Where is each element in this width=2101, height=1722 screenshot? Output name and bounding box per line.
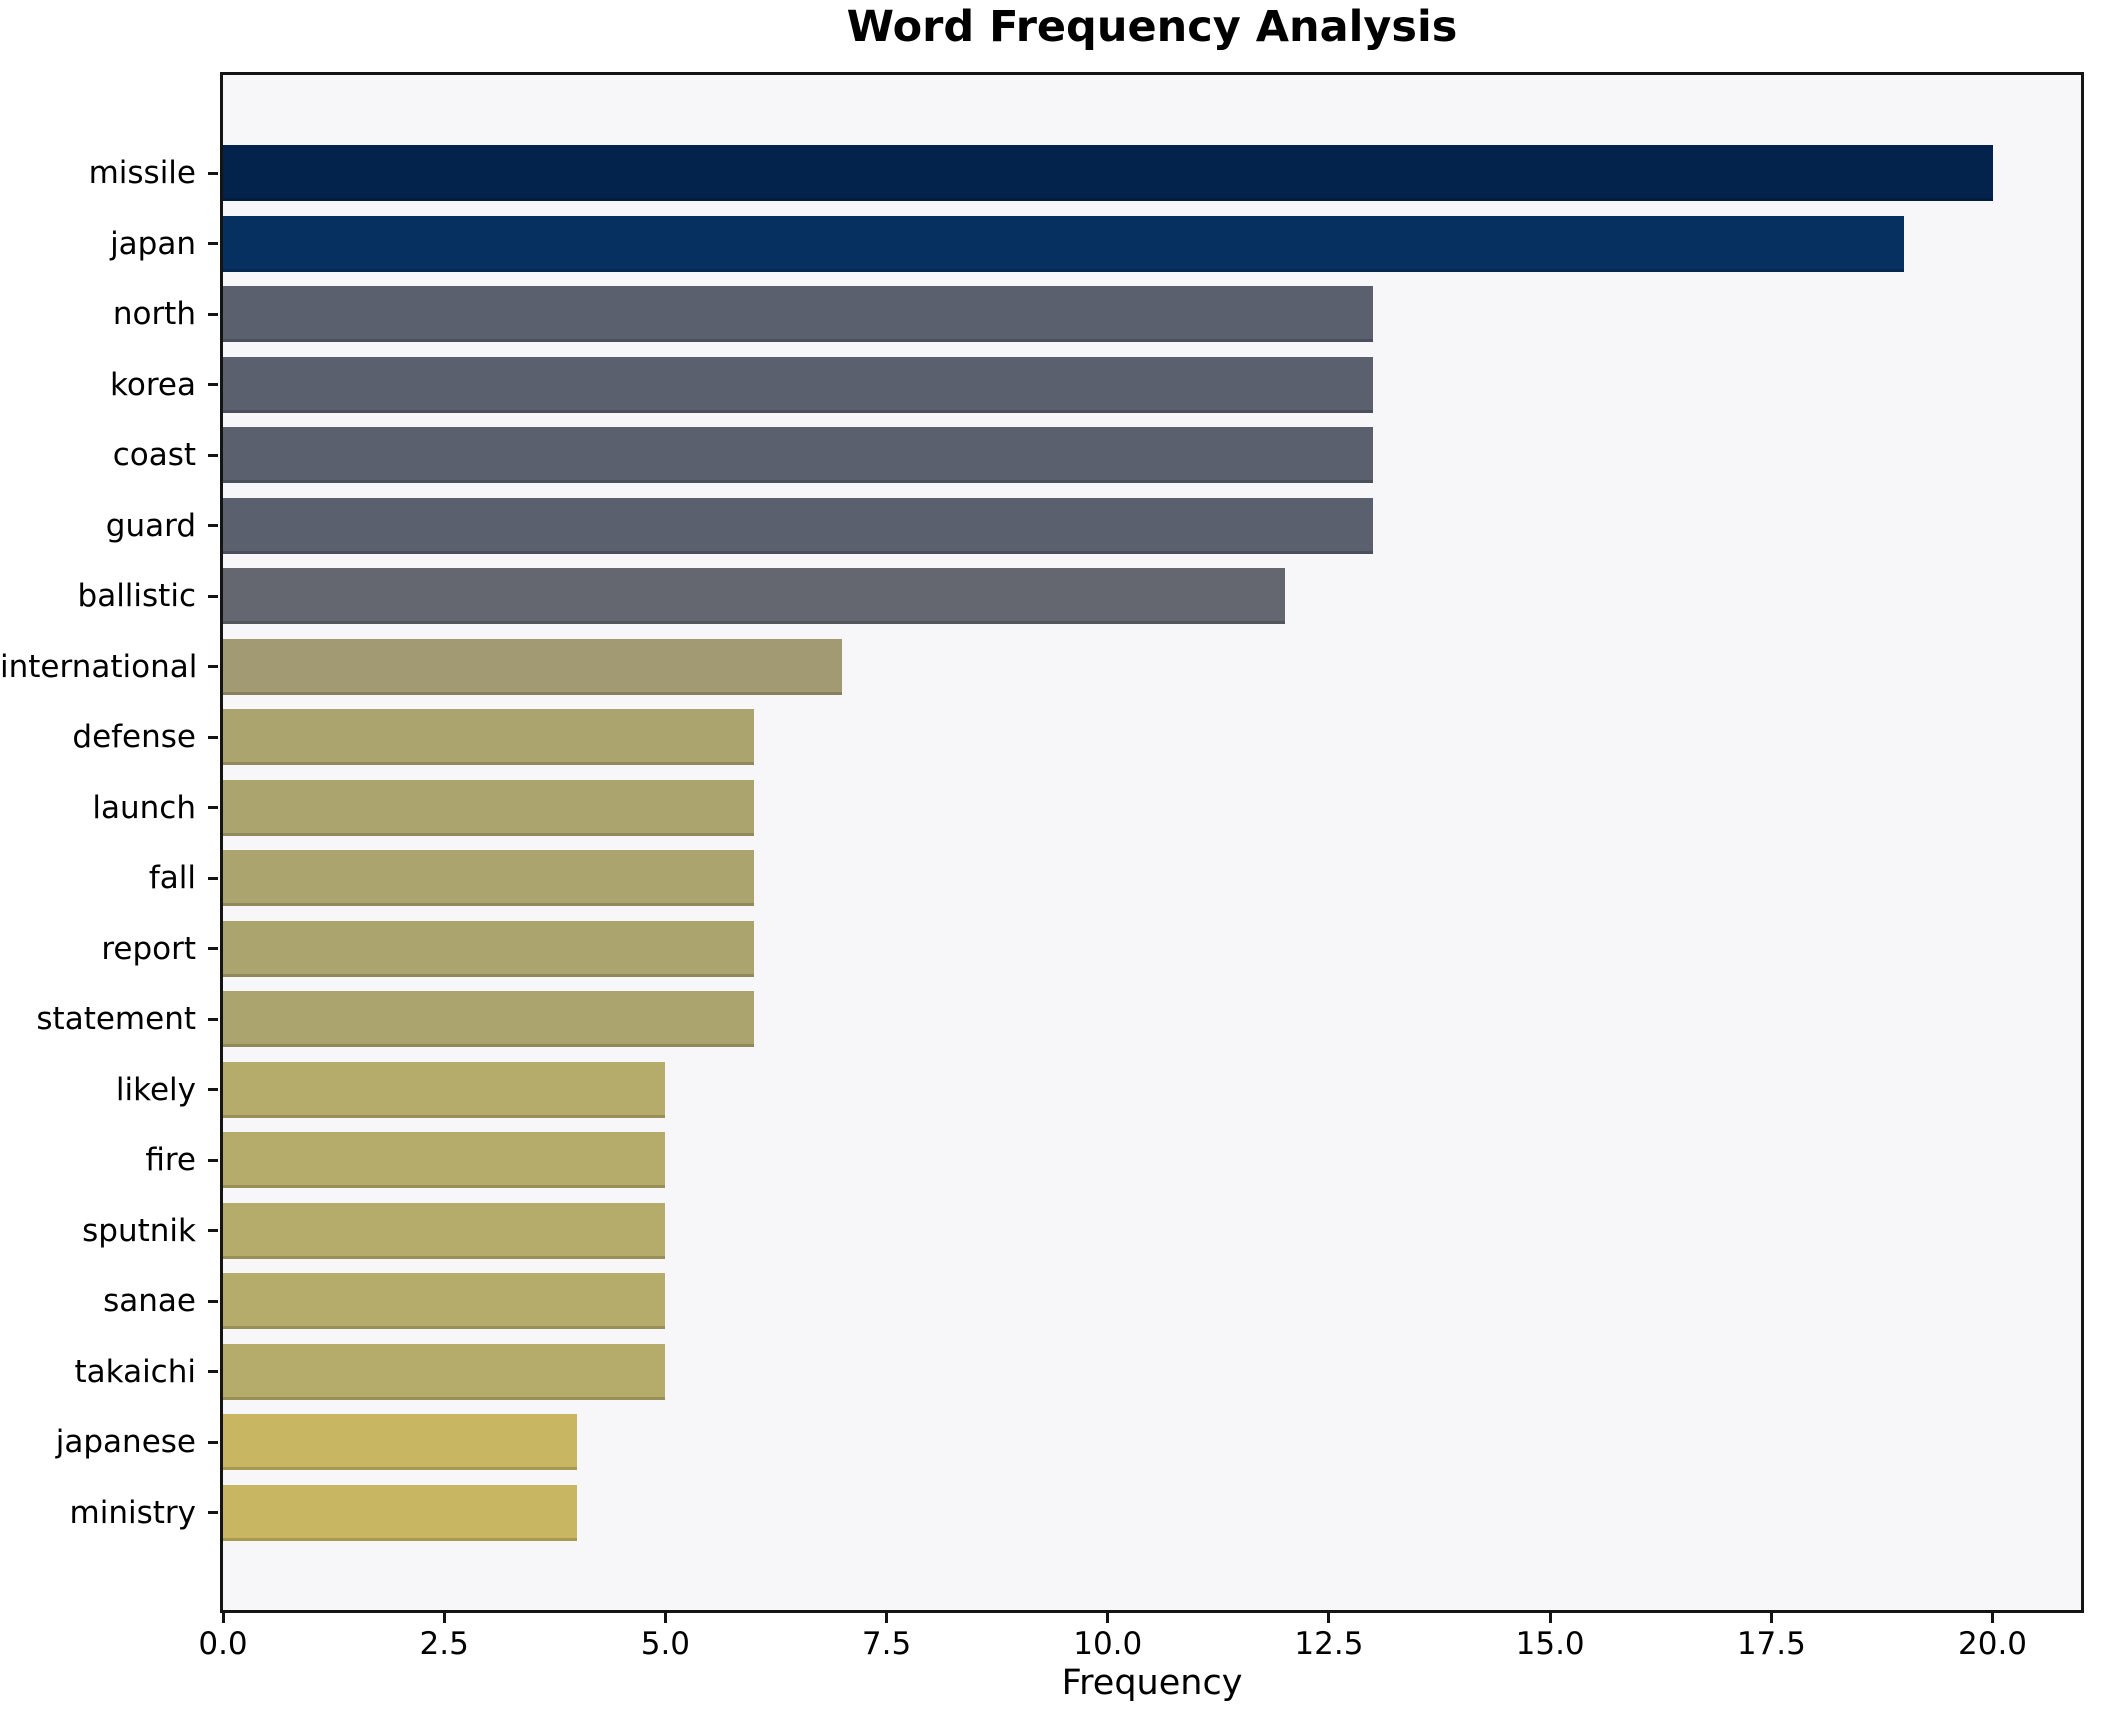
bar-international (223, 638, 843, 695)
bar-north (223, 286, 1374, 342)
y-label-report: report (101, 930, 196, 967)
x-tick (1548, 1613, 1552, 1623)
y-tick (208, 453, 218, 457)
x-tick (1769, 1613, 1773, 1623)
y-label-sanae: sanae (103, 1283, 196, 1319)
bar-takaichi (223, 1343, 666, 1400)
x-tick (442, 1613, 446, 1623)
y-tick (208, 1088, 218, 1091)
bar-japan (223, 215, 1905, 272)
y-label-international: international (0, 648, 198, 685)
bar-launch (223, 779, 754, 836)
y-label-missile: missile (88, 155, 196, 191)
x-tick-label: 0.0 (198, 1626, 248, 1662)
y-tick (208, 171, 218, 175)
y-label-fall: fall (148, 860, 196, 896)
bar-defense (223, 709, 754, 765)
bar-statement (223, 991, 754, 1047)
y-label-japan: japan (110, 225, 196, 262)
bar-likely (223, 1061, 666, 1118)
bar-guard (223, 497, 1374, 554)
x-axis-title: Frequency (1061, 1663, 1243, 1703)
y-label-north: north (112, 296, 196, 332)
bar-japanese (223, 1414, 577, 1470)
chart-title: Word Frequency Analysis (846, 2, 1458, 52)
y-tick (208, 312, 218, 316)
bar-ballistic (223, 568, 1285, 624)
bars-layer (223, 75, 2081, 1610)
x-tick-label: 17.5 (1736, 1626, 1806, 1662)
y-label-sputnik: sputnik (82, 1212, 196, 1249)
y-label-japanese: japanese (55, 1424, 196, 1460)
y-label-fire: fire (145, 1142, 196, 1178)
y-label-coast: coast (112, 437, 196, 473)
y-tick (208, 1017, 218, 1021)
y-tick (208, 806, 218, 809)
y-tick (208, 524, 218, 527)
y-tick (208, 1511, 218, 1514)
x-tick (221, 1613, 225, 1623)
y-tick (208, 1440, 218, 1444)
y-label-ballistic: ballistic (77, 578, 196, 614)
bar-fall (223, 850, 754, 906)
y-label-likely: likely (115, 1071, 196, 1108)
y-label-ministry: ministry (69, 1494, 196, 1531)
x-tick-label: 15.0 (1515, 1626, 1585, 1662)
bar-report (223, 920, 754, 977)
x-tick (1327, 1613, 1331, 1623)
y-tick (208, 876, 218, 880)
x-tick-label: 20.0 (1958, 1626, 2028, 1662)
plot-area (220, 72, 2084, 1613)
y-tick (208, 735, 218, 739)
y-tick (208, 1158, 218, 1162)
bar-sanae (223, 1273, 666, 1329)
bar-coast (223, 427, 1374, 483)
bar-ministry (223, 1484, 577, 1541)
y-tick (208, 1299, 218, 1303)
y-label-guard: guard (105, 507, 196, 544)
y-label-launch: launch (92, 789, 196, 826)
x-tick (885, 1613, 889, 1623)
x-tick-label: 2.5 (419, 1626, 469, 1662)
y-label-statement: statement (36, 1001, 196, 1037)
y-tick (208, 947, 218, 950)
bar-korea (223, 356, 1374, 413)
y-label-defense: defense (72, 719, 196, 755)
x-tick-label: 10.0 (1073, 1626, 1143, 1662)
y-tick (208, 383, 218, 386)
y-tick (208, 665, 218, 668)
x-tick-label: 5.0 (640, 1626, 691, 1662)
bar-fire (223, 1132, 666, 1188)
x-tick (1991, 1613, 1995, 1623)
y-label-korea: korea (110, 366, 196, 403)
bar-sputnik (223, 1202, 666, 1259)
bar-missile (223, 145, 1993, 201)
y-tick (208, 1370, 218, 1373)
x-tick (663, 1613, 667, 1623)
y-tick (208, 594, 218, 598)
x-tick-label: 12.5 (1294, 1626, 1364, 1662)
y-tick (208, 1229, 218, 1232)
x-tick-label: 7.5 (861, 1626, 912, 1662)
y-tick (208, 242, 218, 245)
x-tick (1106, 1613, 1110, 1623)
y-label-takaichi: takaichi (74, 1353, 196, 1390)
